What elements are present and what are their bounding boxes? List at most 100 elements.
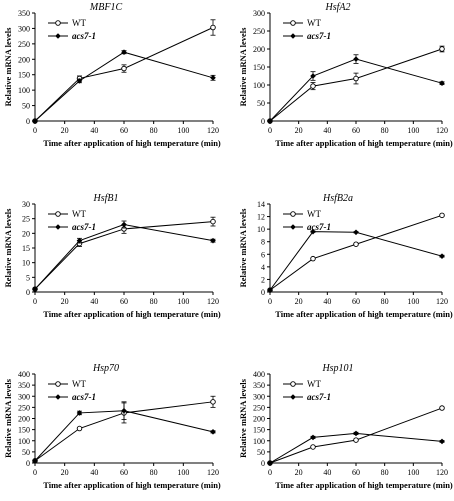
y-tick-label: 150 [253,63,265,72]
data-point [267,118,273,124]
chart-title: Hsp70 [92,363,119,374]
legend: WT acs7-1 [48,18,96,41]
data-point [121,407,127,414]
series-wt [267,212,445,293]
chart-title: HsfB1 [93,193,119,204]
legend: WT acs7-1 [48,379,96,402]
y-tick-label: 0 [261,288,265,297]
x-axis-label: Time after application of high temperatu… [43,309,221,319]
y-axis-label: Relative mRNA levels [238,378,248,458]
x-tick-label: 60 [120,468,128,477]
x-tick-label: 20 [61,297,69,306]
y-tick-label: 14 [257,200,265,209]
data-point [210,218,216,225]
legend: WT acs7-1 [48,209,96,232]
series-line [34,410,214,462]
y-tick-label: 8 [261,238,265,247]
y-tick-label: 150 [18,426,30,435]
series-wt [32,19,216,124]
y-tick-label: 100 [18,437,30,446]
legend: WT acs7-1 [283,18,331,41]
series-line [34,221,214,290]
series-acs7-1 [32,220,216,292]
chart-panel-3: HsfB1 0 5 10 15 20 25 30 0 20 40 60 80 100 120 Time aft… [3,193,221,319]
legend-label: acs7-1 [307,392,331,402]
x-tick-label: 60 [120,297,128,306]
legend-label: acs7-1 [72,222,96,232]
y-tick-label: 5 [26,273,30,282]
x-tick-label: 100 [177,126,189,135]
series-line [34,51,214,122]
x-tick-label: 0 [268,468,272,477]
y-tick-label: 300 [18,392,30,401]
legend-marker [290,381,296,387]
data-point [210,24,216,31]
legend-marker [55,211,61,217]
x-tick-label: 120 [207,297,219,306]
x-axis-label: Time after application of high temperatu… [275,480,453,490]
y-tick-label: 200 [253,45,265,54]
x-tick-label: 0 [33,126,37,135]
x-tick-label: 40 [323,126,331,135]
y-tick-label: 400 [18,370,30,379]
x-tick-label: 40 [90,468,98,477]
y-axis-label: Relative mRNA levels [238,27,248,107]
legend-label: acs7-1 [72,392,96,402]
legend-label: WT [307,379,321,389]
legend-marker [290,20,296,26]
chart-title: HsfA2 [325,2,351,13]
legend: WT acs7-1 [283,209,331,232]
data-point [439,405,445,411]
y-tick-label: 2 [261,275,265,284]
x-axis-label: Time after application of high temperatu… [43,138,221,148]
x-tick-label: 120 [436,297,448,306]
x-tick-label: 100 [177,297,189,306]
x-tick-label: 40 [90,297,98,306]
data-point [353,56,359,62]
y-tick-label: 350 [253,381,265,390]
y-tick-label: 300 [253,9,265,18]
x-tick-label: 80 [381,468,389,477]
chart-panel-4: HsfB2a 0 2 4 6 8 10 12 14 0 20 40 60 80 100 120 Time aft… [238,193,453,319]
data-point [210,237,216,244]
data-point [310,228,316,235]
legend-label: WT [72,379,86,389]
legend-label: WT [72,209,86,219]
series-acs7-1 [267,54,445,124]
y-tick-label: 200 [18,55,30,64]
data-point [76,410,83,416]
x-tick-label: 60 [352,297,360,306]
y-tick-label: 50 [257,99,265,108]
data-point [439,46,445,52]
y-tick-label: 150 [253,426,265,435]
y-tick-label: 25 [22,215,30,224]
chart-panel-1: MBF1C 0 50 100 150 200 250 300 350 0 20 40 60 80 100 12… [3,2,221,148]
data-point [310,434,316,441]
y-tick-label: 20 [22,229,30,238]
y-tick-label: 10 [257,225,265,234]
legend-marker [55,20,61,26]
y-tick-label: 250 [18,403,30,412]
data-point [353,75,359,82]
x-tick-label: 20 [295,468,303,477]
y-tick-label: 200 [253,415,265,424]
y-tick-label: 250 [253,403,265,412]
x-tick-label: 100 [407,297,419,306]
legend-label: acs7-1 [307,31,331,41]
x-tick-label: 40 [323,468,331,477]
y-tick-label: 0 [26,288,30,297]
y-tick-label: 12 [257,213,265,222]
x-tick-label: 0 [268,297,272,306]
x-tick-label: 80 [150,126,158,135]
legend-marker [55,224,61,230]
x-tick-label: 100 [407,126,419,135]
x-tick-label: 60 [352,126,360,135]
legend-label: WT [307,18,321,28]
y-axis-label: Relative mRNA levels [238,208,248,288]
data-point [121,221,127,228]
y-tick-label: 50 [257,448,265,457]
x-tick-label: 40 [323,297,331,306]
legend-label: WT [72,18,86,28]
y-tick-label: 0 [26,459,30,468]
data-point [353,430,359,437]
